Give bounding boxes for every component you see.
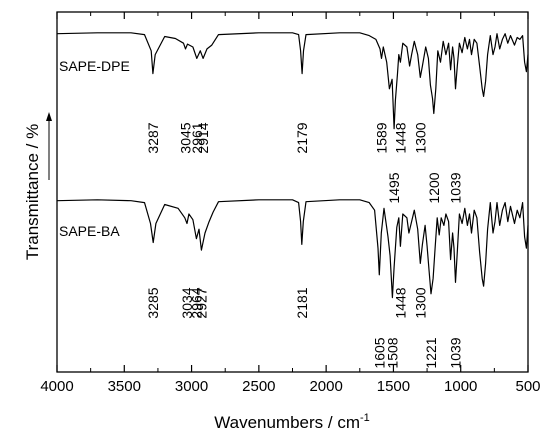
peak-label: 2179 <box>294 122 310 153</box>
x-axis-label-text: Wavenumbers / cm <box>214 413 360 432</box>
peak-label: 2961 <box>189 122 205 153</box>
x-axis-label: Wavenumbers / cm-1 <box>214 412 370 432</box>
peak-label: 2181 <box>294 287 310 318</box>
x-tick-label: 1500 <box>377 378 410 395</box>
peak-label: 1039 <box>448 172 464 203</box>
y-axis-arrow-head <box>46 112 52 121</box>
x-tick-layer: 4000 3500 3000 2500 2000 1500 1000 500 <box>40 12 541 395</box>
peak-label: 1448 <box>392 122 408 153</box>
peak-label: 3285 <box>145 287 161 318</box>
series-layer <box>56 32 529 299</box>
peak-label: 1300 <box>412 287 428 318</box>
x-tick-label: 4000 <box>40 378 73 395</box>
peak-label: 1221 <box>423 337 439 368</box>
peak-label: 2964 <box>188 287 204 318</box>
spectrum-line-sape-dpe <box>56 32 529 130</box>
peak-label: 1200 <box>426 172 442 203</box>
x-tick-label: 500 <box>515 378 540 395</box>
peak-label: 1495 <box>386 172 402 203</box>
peak-label: 2914 <box>195 122 211 153</box>
peak-label: 1589 <box>374 122 390 153</box>
series-label-sape-ba: SAPE-BA <box>59 223 120 239</box>
peak-label: 1039 <box>448 337 464 368</box>
peak-label: 1448 <box>392 287 408 318</box>
y-axis-label: Transmittance / % <box>23 124 42 260</box>
peak-label: 2927 <box>193 287 209 318</box>
peak-label: 1300 <box>412 122 428 153</box>
peak-label: 3287 <box>145 122 161 153</box>
x-tick-label: 3500 <box>108 378 141 395</box>
x-tick-label: 1000 <box>444 378 477 395</box>
peak-label: 3045 <box>178 122 194 153</box>
x-tick-label: 2500 <box>242 378 275 395</box>
spectrum-line-sape-ba <box>56 199 529 299</box>
x-tick-label: 3000 <box>175 378 208 395</box>
x-axis-label-superscript: -1 <box>360 412 370 424</box>
peak-label: 3034 <box>179 287 195 318</box>
x-tick-label: 2000 <box>309 378 342 395</box>
peak-label: 1508 <box>384 337 400 368</box>
peak-label: 1605 <box>371 337 387 368</box>
series-label-sape-dpe: SAPE-DPE <box>59 58 130 74</box>
